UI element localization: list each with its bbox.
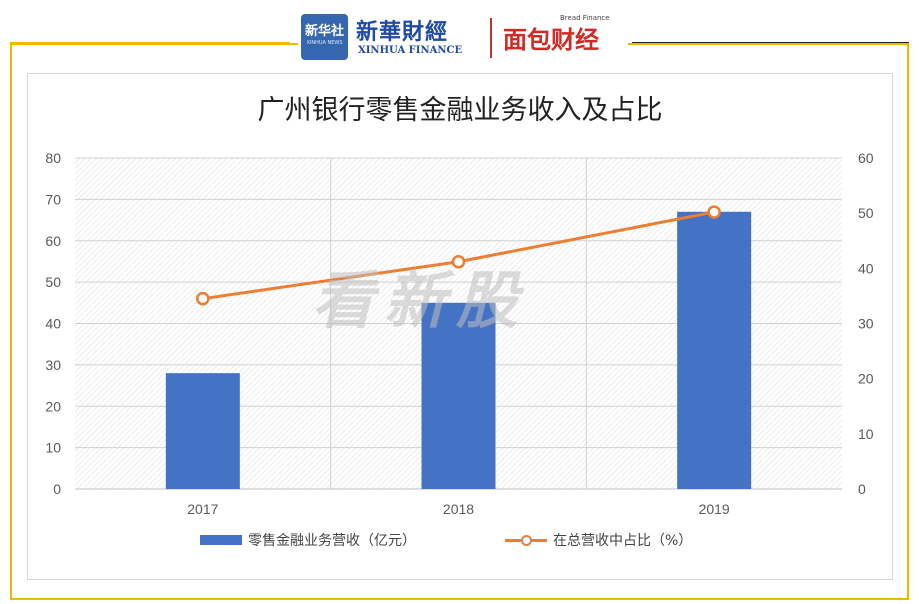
y-left-tick-label: 20	[45, 398, 61, 414]
xinhua-finance-cn: 新華財經	[356, 19, 449, 45]
line-point	[707, 205, 721, 219]
xinhua-logo-text: 新华社	[304, 24, 344, 39]
legend-item-line: 在总营收中占比（%）	[505, 530, 692, 550]
legend: 零售金融业务营收（亿元） 在总营收中占比（%）	[0, 530, 919, 560]
y-left-tick-label: 30	[45, 357, 61, 373]
right-axis: 0 10 20 30 40 50 60	[858, 150, 874, 497]
brand-separator	[490, 18, 492, 58]
y-right-tick-label: 0	[858, 481, 866, 497]
bar	[421, 302, 496, 489]
y-right-tick-label: 30	[858, 316, 874, 332]
y-left-tick-label: 40	[45, 316, 61, 332]
legend-label-bar: 零售金融业务营收（亿元）	[248, 533, 416, 549]
legend-line-swatch	[505, 534, 547, 546]
bar-series	[165, 211, 752, 489]
line-series	[196, 205, 721, 306]
watermark: 看新股	[312, 264, 529, 337]
y-left-tick-label: 0	[53, 481, 61, 497]
y-left-tick-label: 50	[45, 274, 61, 290]
y-right-tick-label: 60	[858, 150, 874, 166]
legend-bar-swatch	[200, 535, 242, 545]
y-right-tick-label: 20	[858, 371, 874, 387]
chart-title: 广州银行零售金融业务收入及占比	[257, 95, 663, 126]
y-left-tick-label: 10	[45, 440, 61, 456]
bread-finance-tag: Bread Finance	[560, 14, 610, 22]
left-axis: 0 10 20 30 40 50 60 70 80	[45, 150, 61, 497]
y-left-tick-label: 80	[45, 150, 61, 166]
x-tick-label: 2019	[699, 501, 730, 517]
xinhua-logo-sub: XINHUA NEWS	[306, 40, 343, 46]
bar	[677, 211, 752, 489]
y-right-tick-label: 40	[858, 260, 874, 276]
bar	[165, 373, 240, 489]
x-tick-label: 2018	[443, 501, 474, 517]
y-right-tick-label: 10	[858, 426, 874, 442]
x-axis: 2017 2018 2019	[187, 501, 730, 517]
line-point	[451, 254, 466, 269]
xinhua-finance-en: XINHUA FINANCE	[358, 45, 463, 56]
y-left-tick-label: 60	[45, 233, 61, 249]
bread-finance-logo: 面包财经	[503, 26, 599, 54]
legend-item-bar: 零售金融业务营收（亿元）	[200, 530, 416, 550]
legend-label-line: 在总营收中占比（%）	[553, 533, 693, 549]
x-tick-label: 2017	[187, 501, 218, 517]
xinhua-logo: 新华社 XINHUA NEWS	[301, 14, 348, 60]
line-point	[196, 291, 210, 306]
y-right-tick-label: 50	[858, 205, 874, 221]
brand-header: 新华社 XINHUA NEWS 新華財經 XINHUA FINANCE Brea…	[298, 10, 628, 64]
y-left-tick-label: 70	[45, 191, 61, 207]
